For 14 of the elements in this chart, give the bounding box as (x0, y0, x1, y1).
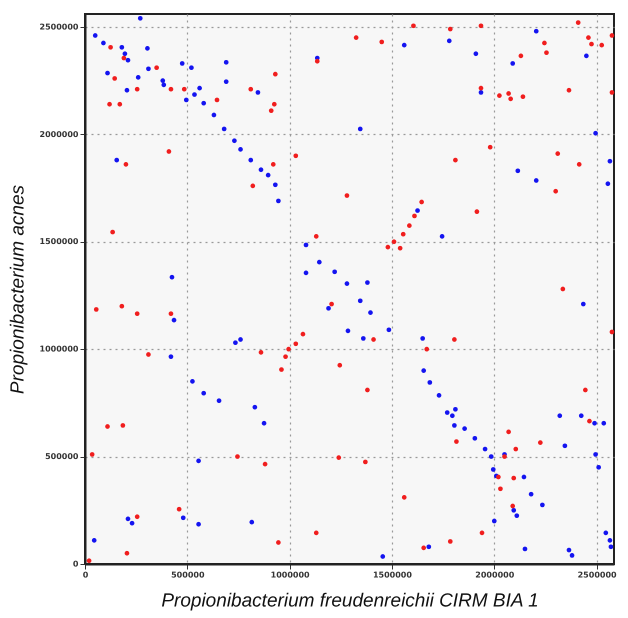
x-tick-label: 500000 (171, 570, 205, 580)
y-tick-label: 1500000 (40, 237, 79, 246)
y-tick-label: 1000000 (40, 344, 79, 354)
x-axis-title: Propionibacterium freudenreichii CIRM BIA 1 (161, 590, 539, 612)
x-tick-label: 1500000 (372, 570, 412, 580)
y-axis-title: Propionibacterium acnes (8, 184, 29, 394)
x-tick-label: 0 (82, 570, 89, 580)
x-tick-label: 1000000 (270, 570, 310, 580)
y-tick-label: 500000 (45, 452, 79, 462)
y-tick-label: 0 (72, 560, 79, 568)
y-tick-label: 2500000 (40, 22, 79, 32)
x-tick-label: 2500000 (578, 570, 618, 580)
x-tick-label: 2000000 (475, 570, 515, 580)
y-tick-label: 2000000 (40, 130, 79, 139)
